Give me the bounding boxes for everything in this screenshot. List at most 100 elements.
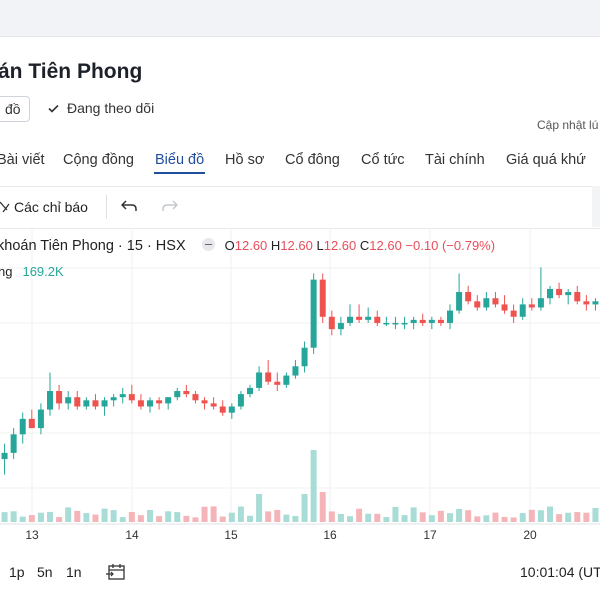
candle-body: [92, 400, 99, 407]
volume-bar: [537, 510, 544, 522]
candle-body: [192, 394, 199, 401]
clock-readout: 10:01:04 (UT: [520, 564, 600, 580]
volume-label: ng: [0, 264, 13, 279]
candle-body: [410, 319, 417, 323]
tab-cong-dong[interactable]: Cộng đồng: [63, 152, 134, 168]
volume-bar: [374, 513, 381, 522]
candle-body: [247, 387, 253, 395]
candle-body: [474, 301, 481, 308]
candle-body: [428, 319, 435, 323]
volume-bar: [574, 512, 581, 522]
redo-icon[interactable]: [162, 197, 179, 218]
volume-bar: [47, 511, 53, 522]
volume-bar: [147, 509, 153, 522]
collapse-icon[interactable]: [201, 238, 215, 251]
volume-bar: [65, 507, 72, 522]
candle-body: [556, 288, 563, 296]
candle-body: [101, 400, 108, 407]
candle-body: [301, 347, 308, 367]
candle-body: [592, 301, 599, 305]
candle-body: [228, 406, 235, 413]
page-title: án Tiên Phong: [0, 60, 143, 83]
volume-bar: [283, 514, 290, 522]
candle-body: [183, 391, 190, 395]
tab-co-dong[interactable]: Cổ đông: [285, 152, 340, 168]
tab-bai-viet[interactable]: Bài viết: [0, 152, 45, 168]
candle-body: [501, 304, 508, 311]
timeframe-5n[interactable]: 5n: [37, 564, 53, 580]
undo-icon[interactable]: [120, 197, 137, 218]
follow-button[interactable]: Đang theo dõi: [48, 100, 154, 116]
x-tick-label: 20: [523, 528, 537, 542]
indicators-button[interactable]: Các chỉ báo: [14, 199, 88, 215]
candle-body: [37, 409, 44, 429]
volume-bar: [501, 516, 508, 522]
candle-body: [347, 316, 353, 323]
toolbar-right-panel: [592, 186, 600, 227]
volume-bar: [528, 509, 535, 522]
candle-body: [265, 372, 272, 382]
volume-bar: [10, 511, 17, 522]
tab-co-tuc[interactable]: Cổ tức: [361, 152, 405, 168]
volume-bar: [365, 513, 372, 522]
tab-bar: Bài viết Cộng đồng Biểu đồ Hồ sơ Cổ đông…: [0, 150, 600, 180]
volume-bar: [519, 513, 526, 522]
price-chart[interactable]: 13 14 15 16 17 20: [0, 228, 600, 550]
tab-ho-so[interactable]: Hồ sơ: [225, 152, 265, 168]
candle-body: [74, 397, 81, 407]
volume-bar: [37, 512, 44, 522]
volume-bar: [428, 515, 435, 522]
candle-body: [156, 400, 163, 404]
timeframe-1p[interactable]: 1p: [9, 564, 25, 580]
volume-bar: [137, 515, 144, 522]
ohlc-readout: O12.60 H12.60 L12.60 C12.60 −0.10 (−0.79…: [224, 238, 496, 253]
candle-body: [483, 298, 490, 308]
volume-bar: [192, 517, 199, 522]
tab-tai-chinh[interactable]: Tài chính: [425, 152, 485, 168]
candle-body: [256, 372, 263, 388]
candle-body: [437, 319, 444, 323]
candle-body: [401, 322, 408, 325]
candle-body: [119, 394, 126, 398]
volume-bar: [28, 515, 35, 522]
volume-bar: [456, 508, 463, 522]
candle-body: [547, 288, 553, 299]
candle-body: [56, 391, 63, 404]
volume-bar: [265, 511, 272, 522]
volume-bar: [83, 513, 90, 522]
candle-body: [456, 292, 463, 311]
volume-bar: [301, 494, 308, 522]
symbol-legend: khoán Tiên Phong · 15 · HSX O12.60 H12.60…: [0, 238, 495, 254]
volume-bar: [101, 508, 108, 522]
candle-body: [128, 394, 135, 401]
volume-bar: [347, 516, 353, 522]
timeframe-1n[interactable]: 1n: [66, 564, 82, 580]
volume-bar: [547, 506, 553, 522]
candle-body: [65, 397, 72, 404]
candle-body: [210, 403, 217, 407]
volume-legend: ng 169.2K: [0, 264, 64, 279]
candle-body: [310, 279, 317, 348]
volume-bar: [256, 494, 263, 522]
candle-body: [165, 397, 172, 404]
volume-bar: [410, 507, 417, 522]
candle-body: [110, 397, 117, 401]
candle-body: [201, 400, 208, 404]
candle-body: [147, 400, 153, 407]
calendar-range-icon[interactable]: [106, 562, 126, 587]
volume-bar: [392, 506, 399, 522]
candle-body: [328, 316, 335, 330]
indicators-icon[interactable]: [0, 200, 10, 217]
volume-bar: [201, 506, 208, 522]
tab-bieu-do[interactable]: Biểu đồ: [155, 152, 205, 168]
candle-body: [237, 394, 244, 407]
volume-bar: [556, 514, 563, 522]
volume-bar: [319, 492, 326, 522]
tab-gia-qua-khu[interactable]: Giá quá khứ: [506, 152, 586, 168]
candle-body: [319, 279, 326, 317]
volume-bar: [474, 516, 481, 522]
chart-chip-button[interactable]: đồ: [0, 96, 30, 122]
candle-body: [374, 316, 381, 323]
candle-body: [419, 319, 426, 323]
candle-body: [492, 298, 499, 305]
